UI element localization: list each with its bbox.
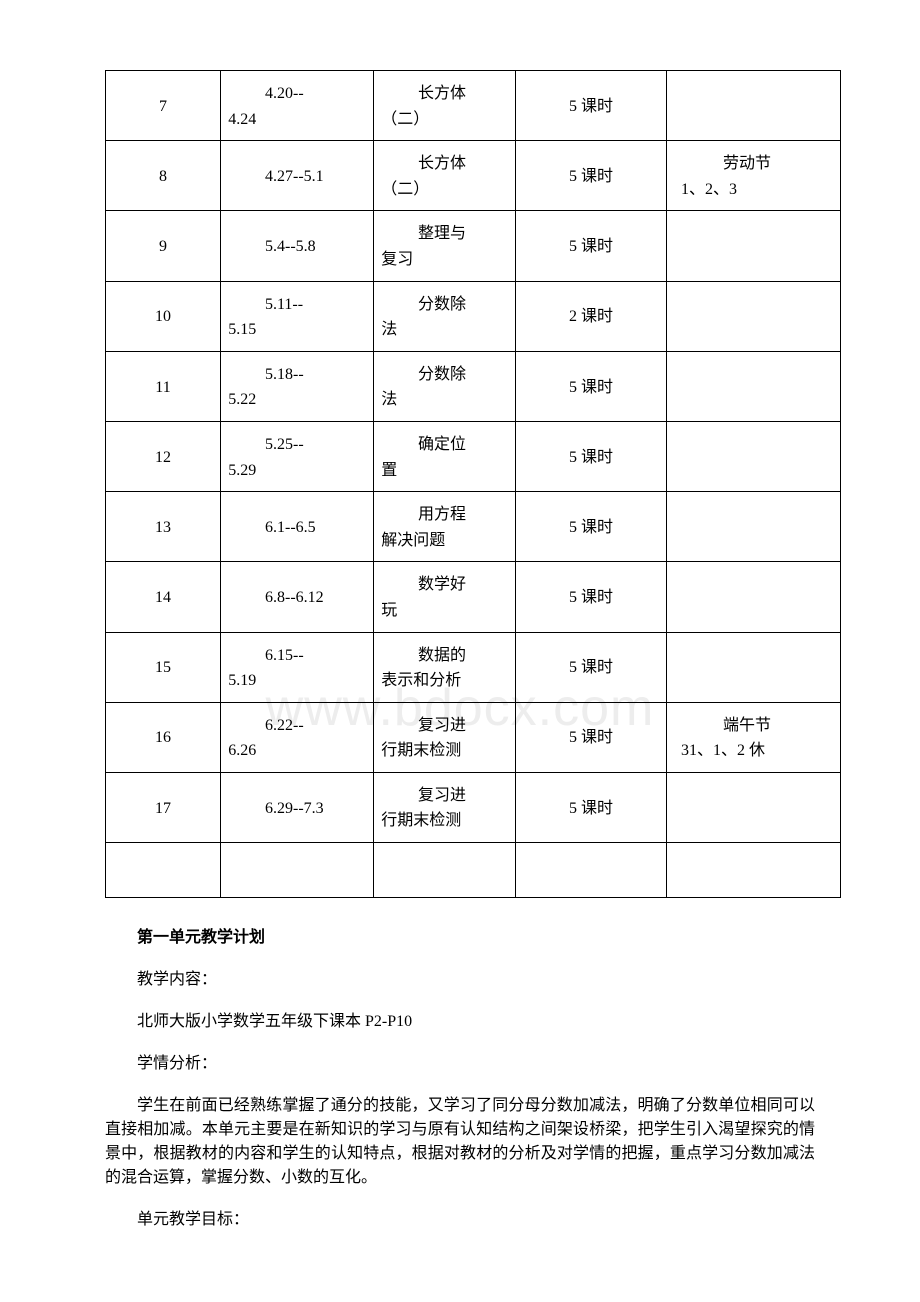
cell-hours: 5 课时 bbox=[516, 702, 667, 772]
cell-content: 确定位置 bbox=[374, 421, 516, 491]
cell-content: 分数除法 bbox=[374, 281, 516, 351]
table-row: 95.4--5.8整理与复习5 课时 bbox=[106, 211, 841, 281]
cell-date: 4.20--4.24 bbox=[221, 71, 374, 141]
cell-content: 用方程解决问题 bbox=[374, 492, 516, 562]
cell-content: 复习进行期末检测 bbox=[374, 702, 516, 772]
cell-note bbox=[667, 562, 841, 632]
cell-note bbox=[667, 421, 841, 491]
cell-hours: 5 课时 bbox=[516, 141, 667, 211]
cell-hours: 5 课时 bbox=[516, 421, 667, 491]
cell-note: 端午节31、1、2 休 bbox=[667, 702, 841, 772]
table-row: 105.11--5.15分数除法2 课时 bbox=[106, 281, 841, 351]
cell-date: 6.22--6.26 bbox=[221, 702, 374, 772]
cell-note: 劳动节1、2、3 bbox=[667, 141, 841, 211]
table-row: 115.18--5.22分数除法5 课时 bbox=[106, 351, 841, 421]
cell-date: 5.18--5.22 bbox=[221, 351, 374, 421]
teaching-content-value: 北师大版小学数学五年级下课本 P2-P10 bbox=[105, 1010, 815, 1034]
cell-content: 数据的表示和分析 bbox=[374, 632, 516, 702]
cell-hours: 5 课时 bbox=[516, 351, 667, 421]
cell-content: 长方体（二） bbox=[374, 71, 516, 141]
cell-hours: 5 课时 bbox=[516, 772, 667, 842]
cell-week: 16 bbox=[106, 702, 221, 772]
table-row: 84.27--5.1长方体（二）5 课时劳动节1、2、3 bbox=[106, 141, 841, 211]
table-row: 136.1--6.5用方程解决问题5 课时 bbox=[106, 492, 841, 562]
cell-hours: 5 课时 bbox=[516, 562, 667, 632]
cell-date: 4.27--5.1 bbox=[221, 141, 374, 211]
cell-content: 整理与复习 bbox=[374, 211, 516, 281]
cell-content: 分数除法 bbox=[374, 351, 516, 421]
teaching-content-label: 教学内容： bbox=[105, 968, 815, 992]
cell-date: 5.11--5.15 bbox=[221, 281, 374, 351]
unit-heading: 第一单元教学计划 bbox=[105, 926, 815, 950]
cell-content: 复习进行期末检测 bbox=[374, 772, 516, 842]
cell-week: 14 bbox=[106, 562, 221, 632]
cell-empty bbox=[516, 843, 667, 898]
table-row: 166.22--6.26复习进行期末检测5 课时端午节31、1、2 休 bbox=[106, 702, 841, 772]
cell-note bbox=[667, 632, 841, 702]
cell-note bbox=[667, 772, 841, 842]
cell-date: 5.25--5.29 bbox=[221, 421, 374, 491]
cell-note bbox=[667, 71, 841, 141]
cell-note bbox=[667, 351, 841, 421]
table-row: 176.29--7.3复习进行期末检测5 课时 bbox=[106, 772, 841, 842]
cell-week: 11 bbox=[106, 351, 221, 421]
cell-hours: 5 课时 bbox=[516, 211, 667, 281]
cell-empty bbox=[374, 843, 516, 898]
cell-content: 数学好玩 bbox=[374, 562, 516, 632]
analysis-text: 学生在前面已经熟练掌握了通分的技能，又学习了同分母分数加减法，明确了分数单位相同… bbox=[105, 1094, 815, 1190]
cell-content: 长方体（二） bbox=[374, 141, 516, 211]
table-row: 156.15--5.19数据的表示和分析5 课时 bbox=[106, 632, 841, 702]
cell-week: 9 bbox=[106, 211, 221, 281]
cell-note bbox=[667, 281, 841, 351]
cell-empty bbox=[106, 843, 221, 898]
cell-note bbox=[667, 492, 841, 562]
cell-week: 12 bbox=[106, 421, 221, 491]
cell-empty bbox=[667, 843, 841, 898]
table-row: 125.25--5.29确定位置5 课时 bbox=[106, 421, 841, 491]
cell-week: 7 bbox=[106, 71, 221, 141]
cell-hours: 5 课时 bbox=[516, 71, 667, 141]
cell-week: 15 bbox=[106, 632, 221, 702]
cell-week: 13 bbox=[106, 492, 221, 562]
cell-hours: 5 课时 bbox=[516, 492, 667, 562]
analysis-label: 学情分析： bbox=[105, 1052, 815, 1076]
cell-week: 17 bbox=[106, 772, 221, 842]
cell-date: 6.8--6.12 bbox=[221, 562, 374, 632]
cell-date: 6.29--7.3 bbox=[221, 772, 374, 842]
cell-week: 8 bbox=[106, 141, 221, 211]
cell-week: 10 bbox=[106, 281, 221, 351]
cell-date: 6.15--5.19 bbox=[221, 632, 374, 702]
table-row: 146.8--6.12数学好玩5 课时 bbox=[106, 562, 841, 632]
cell-empty bbox=[221, 843, 374, 898]
cell-date: 6.1--6.5 bbox=[221, 492, 374, 562]
objectives-label: 单元教学目标： bbox=[105, 1208, 815, 1232]
schedule-table: 74.20--4.24长方体（二）5 课时84.27--5.1长方体（二）5 课… bbox=[105, 70, 841, 898]
cell-date: 5.4--5.8 bbox=[221, 211, 374, 281]
cell-hours: 2 课时 bbox=[516, 281, 667, 351]
table-row: 74.20--4.24长方体（二）5 课时 bbox=[106, 71, 841, 141]
body-text-section: 第一单元教学计划 教学内容： 北师大版小学数学五年级下课本 P2-P10 学情分… bbox=[105, 926, 815, 1232]
cell-note bbox=[667, 211, 841, 281]
cell-hours: 5 课时 bbox=[516, 632, 667, 702]
table-row-empty bbox=[106, 843, 841, 898]
